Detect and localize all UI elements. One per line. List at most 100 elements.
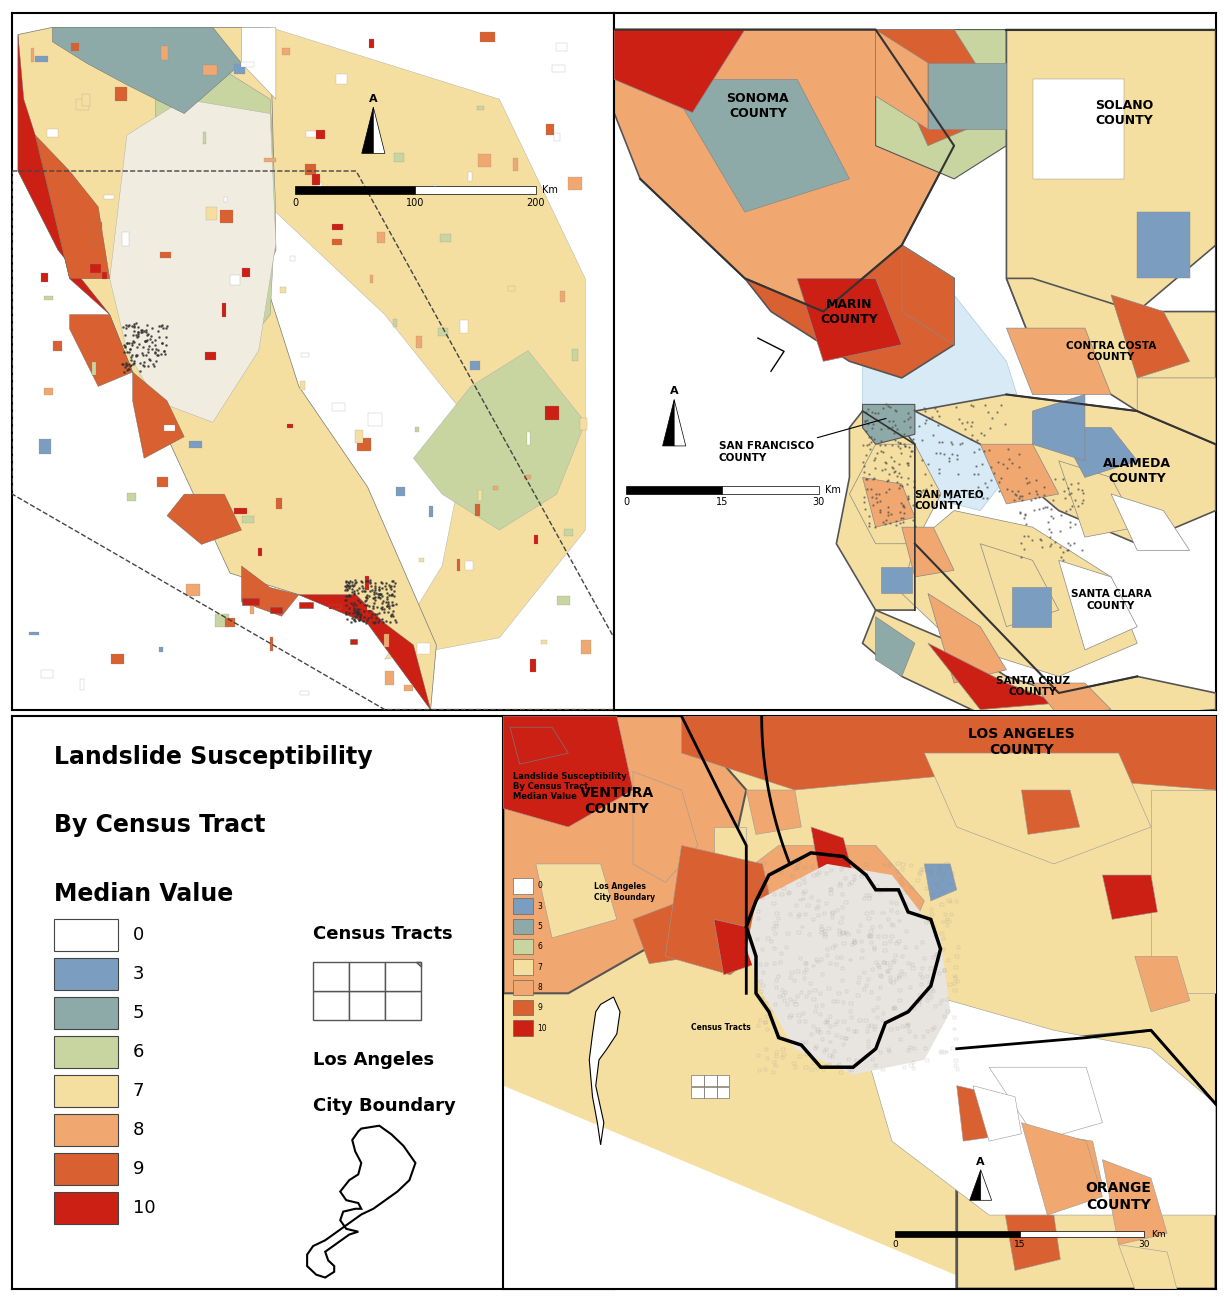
Text: By Census Tract: By Census Tract	[54, 814, 265, 837]
Bar	[810, 1032, 813, 1036]
Point	[371, 583, 391, 604]
Bar	[797, 862, 801, 865]
Point	[348, 600, 367, 621]
Bar	[802, 1012, 806, 1014]
Bar	[780, 961, 782, 963]
Bar	[946, 924, 949, 927]
Text: SAN FRANCISCO
COUNTY: SAN FRANCISCO COUNTY	[718, 418, 887, 462]
Bar	[839, 921, 842, 923]
Point	[962, 395, 981, 415]
Bar	[54, 1193, 118, 1224]
Bar	[225, 618, 236, 628]
Bar	[954, 1060, 958, 1062]
Bar	[781, 1048, 785, 1051]
Point	[1052, 549, 1072, 570]
Point	[341, 612, 361, 633]
Bar	[803, 976, 806, 980]
Bar	[874, 1025, 877, 1029]
Point	[124, 350, 144, 371]
Bar	[869, 930, 873, 932]
Bar	[295, 186, 415, 194]
Bar	[954, 976, 958, 980]
Point	[1062, 496, 1082, 517]
Point	[1025, 488, 1045, 509]
Point	[930, 432, 949, 453]
Bar	[919, 1003, 921, 1005]
Bar	[953, 1027, 957, 1030]
Polygon shape	[915, 395, 1216, 544]
Text: 8: 8	[133, 1121, 144, 1139]
Point	[1043, 508, 1062, 529]
Bar	[909, 987, 912, 990]
Point	[349, 590, 368, 611]
Bar	[865, 863, 868, 866]
Point	[372, 599, 392, 620]
Point	[348, 602, 367, 622]
Bar	[819, 958, 823, 961]
Polygon shape	[1006, 1215, 1060, 1271]
Point	[855, 499, 874, 519]
Bar	[770, 1010, 772, 1013]
Point	[890, 503, 910, 523]
Point	[130, 361, 150, 381]
Point	[863, 469, 883, 490]
Point	[884, 461, 904, 482]
Point	[338, 586, 357, 607]
Point	[866, 516, 885, 536]
Point	[949, 409, 969, 430]
Point	[878, 418, 898, 439]
Bar	[377, 232, 386, 242]
Point	[361, 581, 381, 602]
Bar	[797, 970, 799, 974]
Bar	[955, 1069, 959, 1072]
Point	[876, 513, 895, 534]
Point	[1060, 534, 1079, 555]
Bar	[836, 1021, 839, 1023]
Bar	[765, 963, 768, 966]
Bar	[785, 947, 788, 949]
Bar	[933, 1026, 936, 1029]
Point	[887, 419, 906, 440]
Point	[1002, 452, 1022, 473]
Bar	[812, 918, 815, 922]
Point	[1065, 490, 1084, 510]
Point	[855, 486, 874, 506]
Point	[381, 585, 400, 605]
Bar	[883, 961, 885, 965]
Point	[344, 583, 363, 604]
Bar	[394, 154, 404, 163]
Bar	[38, 440, 50, 453]
Point	[973, 453, 992, 474]
Point	[381, 605, 400, 626]
Point	[860, 505, 879, 526]
Bar	[841, 915, 844, 919]
Polygon shape	[614, 30, 745, 112]
Bar	[779, 1036, 781, 1040]
Point	[362, 612, 382, 633]
Bar	[837, 1064, 841, 1066]
Bar	[782, 1053, 786, 1056]
Point	[1039, 512, 1059, 533]
Point	[871, 440, 890, 461]
Point	[348, 603, 367, 624]
Point	[939, 448, 959, 469]
Bar	[206, 207, 216, 220]
Bar	[839, 934, 841, 936]
Bar	[907, 1025, 910, 1027]
Bar	[916, 879, 920, 881]
Bar	[879, 974, 882, 976]
Point	[877, 471, 896, 492]
Bar	[580, 418, 587, 430]
Point	[365, 578, 384, 599]
Point	[1054, 480, 1073, 501]
Bar	[824, 1065, 828, 1068]
Bar	[370, 39, 373, 48]
Point	[1045, 469, 1065, 490]
Point	[348, 602, 367, 622]
Bar	[900, 883, 904, 887]
Bar	[203, 65, 217, 74]
Bar	[882, 1069, 884, 1072]
Point	[1011, 533, 1030, 553]
Point	[133, 319, 152, 340]
Point	[977, 477, 997, 497]
